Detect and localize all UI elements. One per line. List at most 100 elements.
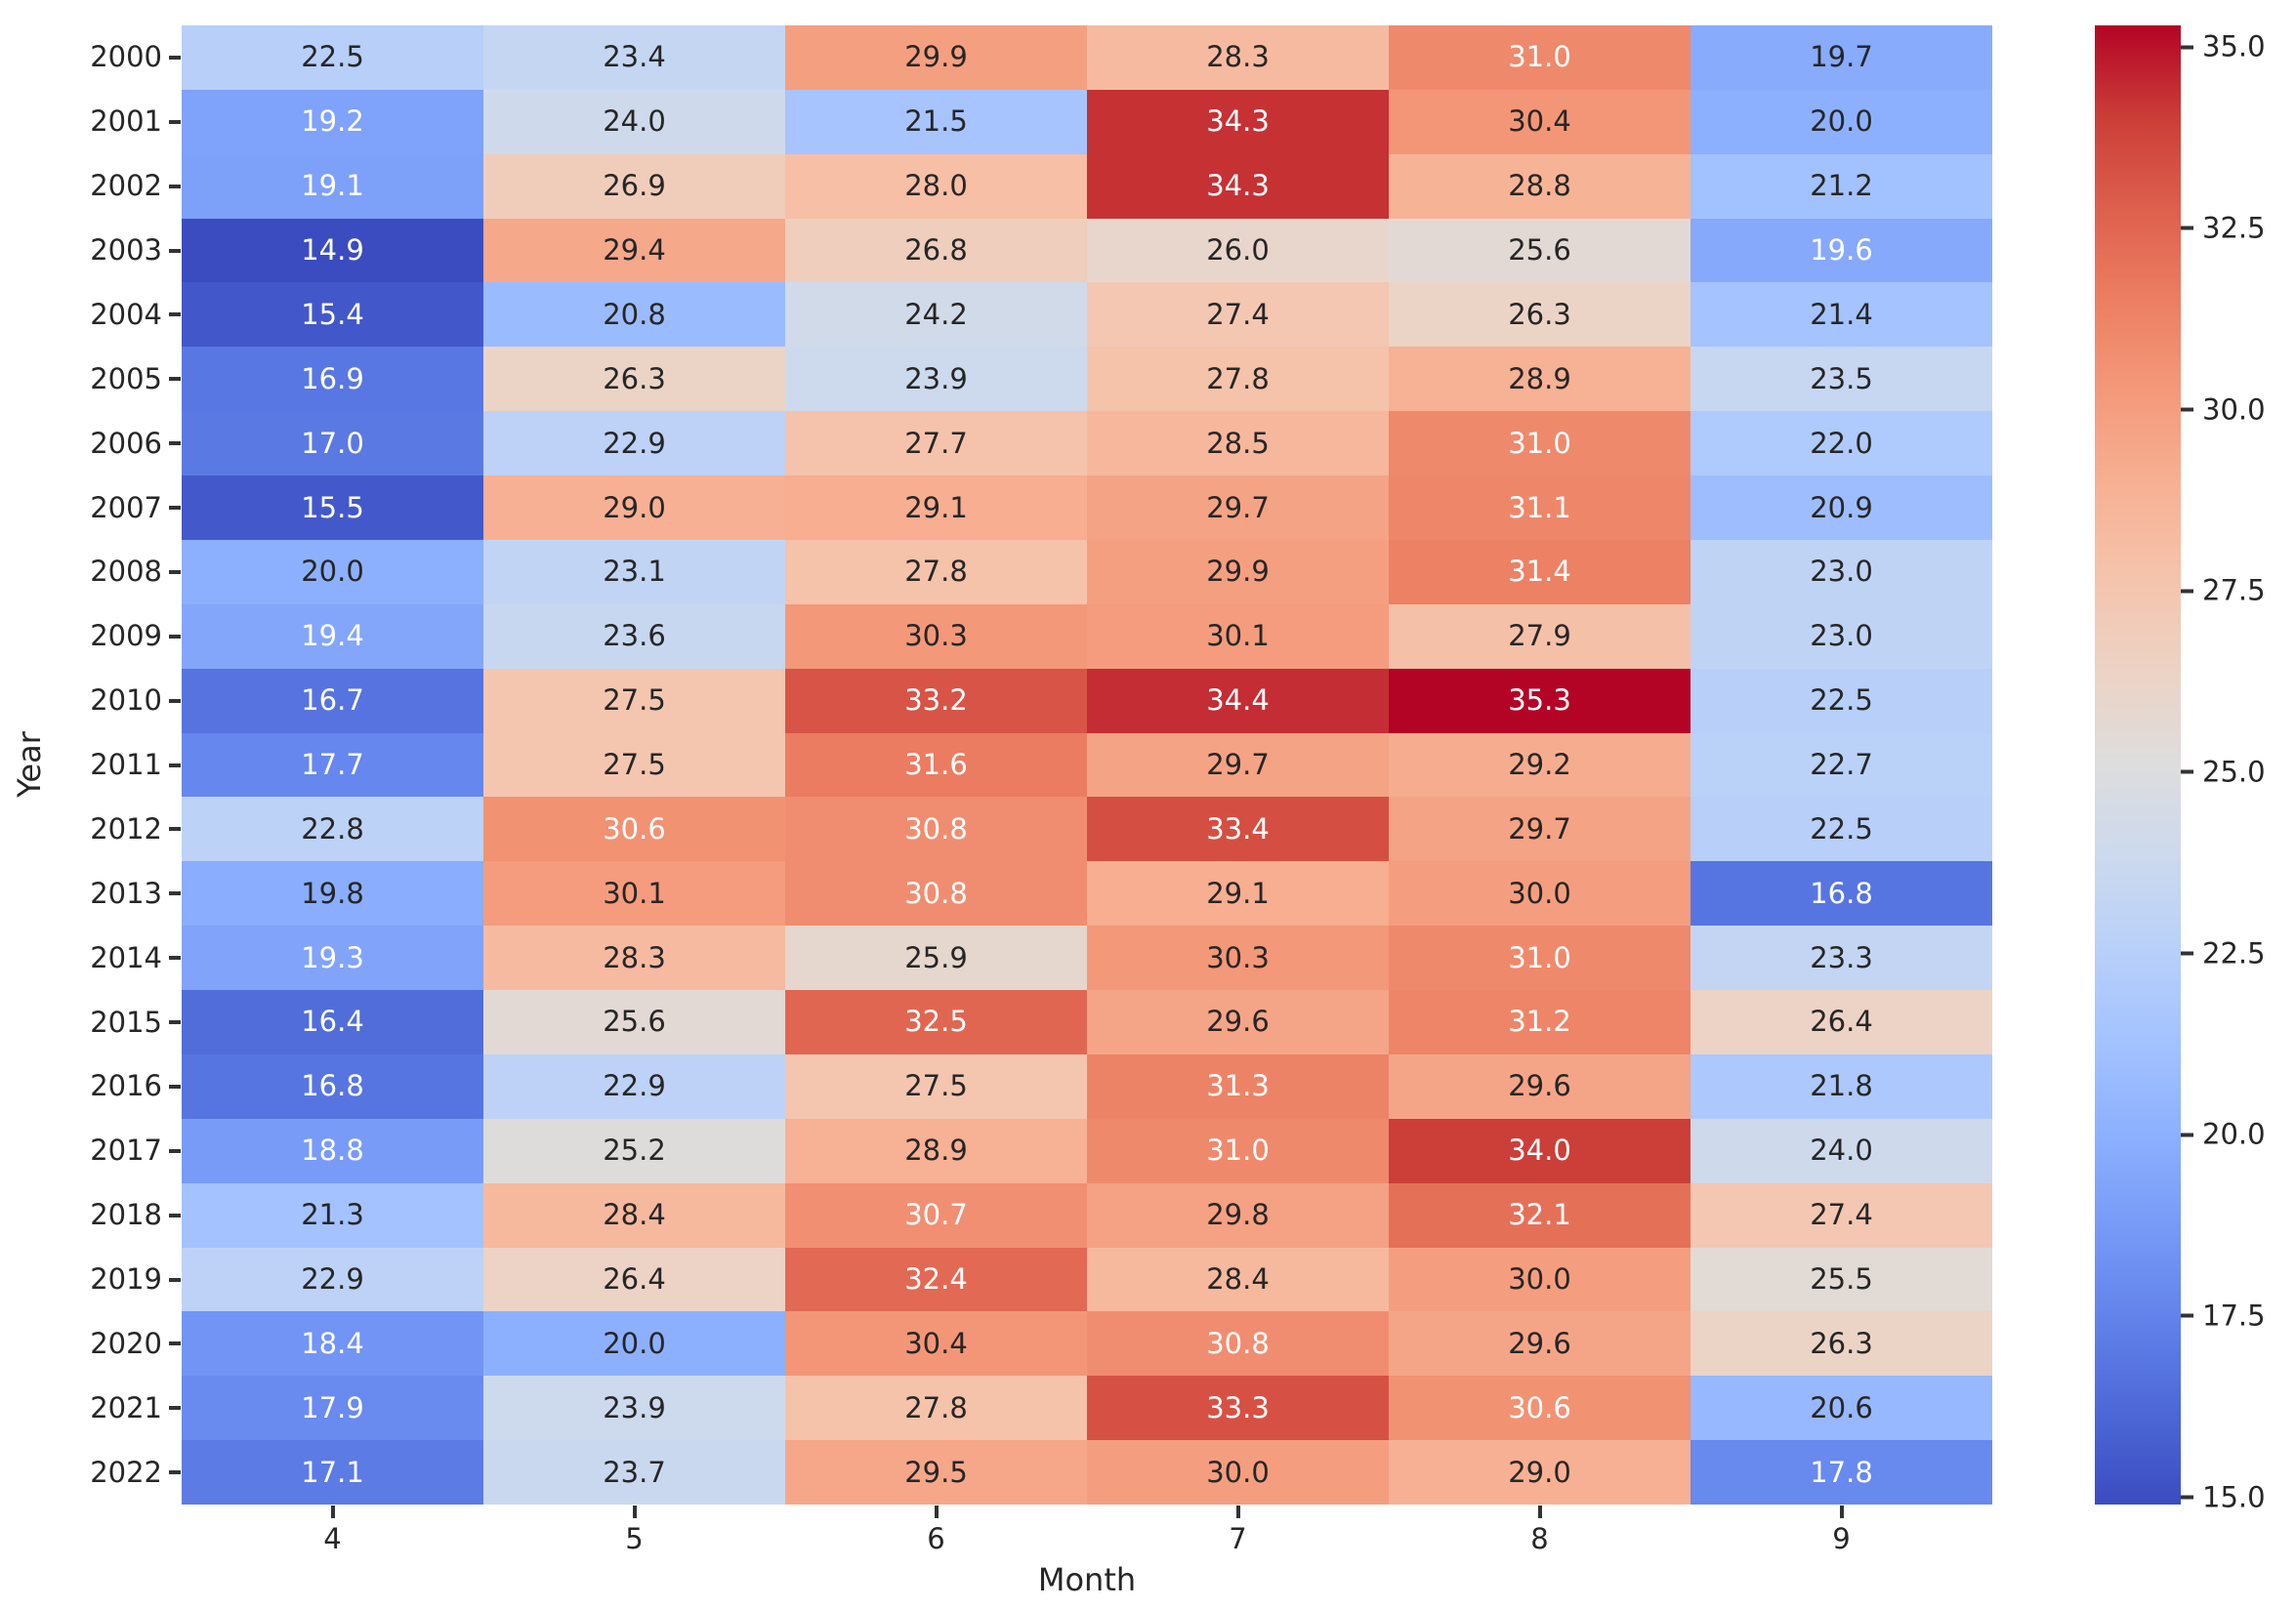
cell-value: 29.2 <box>1508 747 1571 781</box>
cell-value: 24.0 <box>603 104 666 139</box>
y-tick-label: 2021 <box>90 1390 162 1424</box>
heatmap-cell: 26.0 <box>1087 218 1389 283</box>
heatmap-grid: 22.5 23.4 29.9 28.3 31.0 19.7 19.2 24.0 21.5 34.3… <box>182 25 1992 1505</box>
cell-value: 29.9 <box>904 40 968 74</box>
y-tick-mark <box>169 569 181 574</box>
heatmap-cell: 20.6 <box>1691 1376 1992 1441</box>
colorbar-tick: 17.5 <box>2181 1301 2266 1330</box>
heatmap-cell: 15.5 <box>182 475 483 540</box>
heatmap-cell: 25.9 <box>785 926 1087 991</box>
cell-value: 24.0 <box>1810 1134 1873 1168</box>
heatmap-cell: 26.8 <box>785 218 1087 283</box>
heatmap-cell: 31.6 <box>785 732 1087 798</box>
heatmap-cell: 30.8 <box>785 797 1087 862</box>
cell-value: 28.3 <box>1206 40 1270 74</box>
cell-value: 22.9 <box>603 1069 666 1103</box>
heatmap-cell: 27.4 <box>1087 282 1389 348</box>
cell-value: 26.8 <box>904 233 968 268</box>
heatmap-cell: 22.5 <box>182 25 483 90</box>
cell-value: 34.3 <box>1206 104 1270 139</box>
heatmap-cell: 29.6 <box>1389 1311 1691 1377</box>
heatmap-cell: 23.7 <box>483 1440 785 1505</box>
heatmap-cell: 17.7 <box>182 732 483 798</box>
cell-value: 15.4 <box>301 297 364 331</box>
x-tick-label: 4 <box>323 1522 342 1555</box>
heatmap-cell: 30.1 <box>1087 603 1389 669</box>
cell-value: 17.0 <box>301 426 364 460</box>
heatmap-cell: 27.7 <box>785 411 1087 476</box>
heatmap-cell: 34.3 <box>1087 89 1389 154</box>
cell-value: 28.5 <box>1206 426 1270 460</box>
heatmap-cell: 20.0 <box>1691 89 1992 154</box>
heatmap-cell: 29.7 <box>1087 732 1389 798</box>
cell-value: 16.4 <box>301 1005 364 1039</box>
heatmap-cell: 28.9 <box>785 1118 1087 1183</box>
y-tick-row: 2017 <box>0 1119 182 1183</box>
heatmap-cell: 22.9 <box>483 411 785 476</box>
heatmap-cell: 16.8 <box>1691 861 1992 927</box>
cell-value: 23.3 <box>1810 940 1873 974</box>
heatmap-cell: 30.6 <box>1389 1376 1691 1441</box>
heatmap-cell: 19.8 <box>182 861 483 927</box>
heatmap-cell: 32.4 <box>785 1247 1087 1312</box>
colorbar-tick-label: 17.5 <box>2202 1299 2266 1333</box>
y-tick-label: 2009 <box>90 619 162 653</box>
y-axis-title: Year <box>11 731 48 798</box>
cell-value: 30.8 <box>1206 1326 1270 1360</box>
y-tick-row: 2021 <box>0 1376 182 1440</box>
cell-value: 16.8 <box>301 1069 364 1103</box>
heatmap-cell: 34.0 <box>1389 1118 1691 1183</box>
heatmap-cell: 29.7 <box>1087 475 1389 540</box>
colorbar-tick-label: 32.5 <box>2202 211 2266 245</box>
y-tick-label: 2012 <box>90 811 162 846</box>
cell-value: 22.9 <box>301 1261 364 1296</box>
cell-value: 27.5 <box>603 747 666 781</box>
x-tick-col: 7 <box>1087 1506 1389 1553</box>
heatmap-cell: 31.1 <box>1389 475 1691 540</box>
cell-value: 26.9 <box>603 169 666 203</box>
heatmap-cell: 28.4 <box>1087 1247 1389 1312</box>
y-tick-label: 2004 <box>90 297 162 331</box>
colorbar-tick: 15.0 <box>2181 1483 2266 1511</box>
y-tick-row: 2003 <box>0 219 182 283</box>
cell-value: 25.9 <box>904 940 968 974</box>
cell-value: 30.1 <box>1206 619 1270 653</box>
cell-value: 34.0 <box>1508 1134 1571 1168</box>
y-tick-row: 2011 <box>0 733 182 798</box>
x-tick-mark <box>330 1506 335 1518</box>
y-tick-label: 2007 <box>90 490 162 524</box>
cell-value: 35.3 <box>1508 683 1571 718</box>
cell-value: 29.6 <box>1206 1005 1270 1039</box>
colorbar-tick-mark <box>2181 769 2193 774</box>
cell-value: 28.9 <box>904 1134 968 1168</box>
heatmap-cell: 25.2 <box>483 1118 785 1183</box>
cell-value: 20.0 <box>301 555 364 589</box>
heatmap-cell: 31.0 <box>1389 926 1691 991</box>
y-tick-label: 2002 <box>90 169 162 203</box>
y-tick-row: 2009 <box>0 604 182 669</box>
heatmap-cell: 32.5 <box>785 990 1087 1054</box>
x-tick-mark <box>1235 1506 1240 1518</box>
cell-value: 22.8 <box>301 811 364 846</box>
cell-value: 23.9 <box>904 361 968 395</box>
cell-value: 26.0 <box>1206 233 1270 268</box>
y-tick-label: 2013 <box>90 876 162 910</box>
heatmap-cell: 16.9 <box>182 347 483 412</box>
heatmap-cell: 23.9 <box>483 1376 785 1441</box>
heatmap-cell: 21.2 <box>1691 153 1992 219</box>
heatmap-cell: 25.6 <box>483 990 785 1054</box>
colorbar-tick: 22.5 <box>2181 939 2266 968</box>
heatmap-cell: 22.7 <box>1691 732 1992 798</box>
cell-value: 26.3 <box>603 361 666 395</box>
y-tick-row: 2014 <box>0 926 182 990</box>
cell-value: 23.4 <box>603 40 666 74</box>
heatmap-cell: 19.2 <box>182 89 483 154</box>
cell-value: 19.8 <box>301 876 364 910</box>
y-tick-mark <box>169 1341 181 1346</box>
cell-value: 15.5 <box>301 490 364 524</box>
cell-value: 26.4 <box>603 1261 666 1296</box>
cell-value: 30.1 <box>603 876 666 910</box>
heatmap-cell: 29.6 <box>1087 990 1389 1054</box>
cell-value: 27.5 <box>904 1069 968 1103</box>
